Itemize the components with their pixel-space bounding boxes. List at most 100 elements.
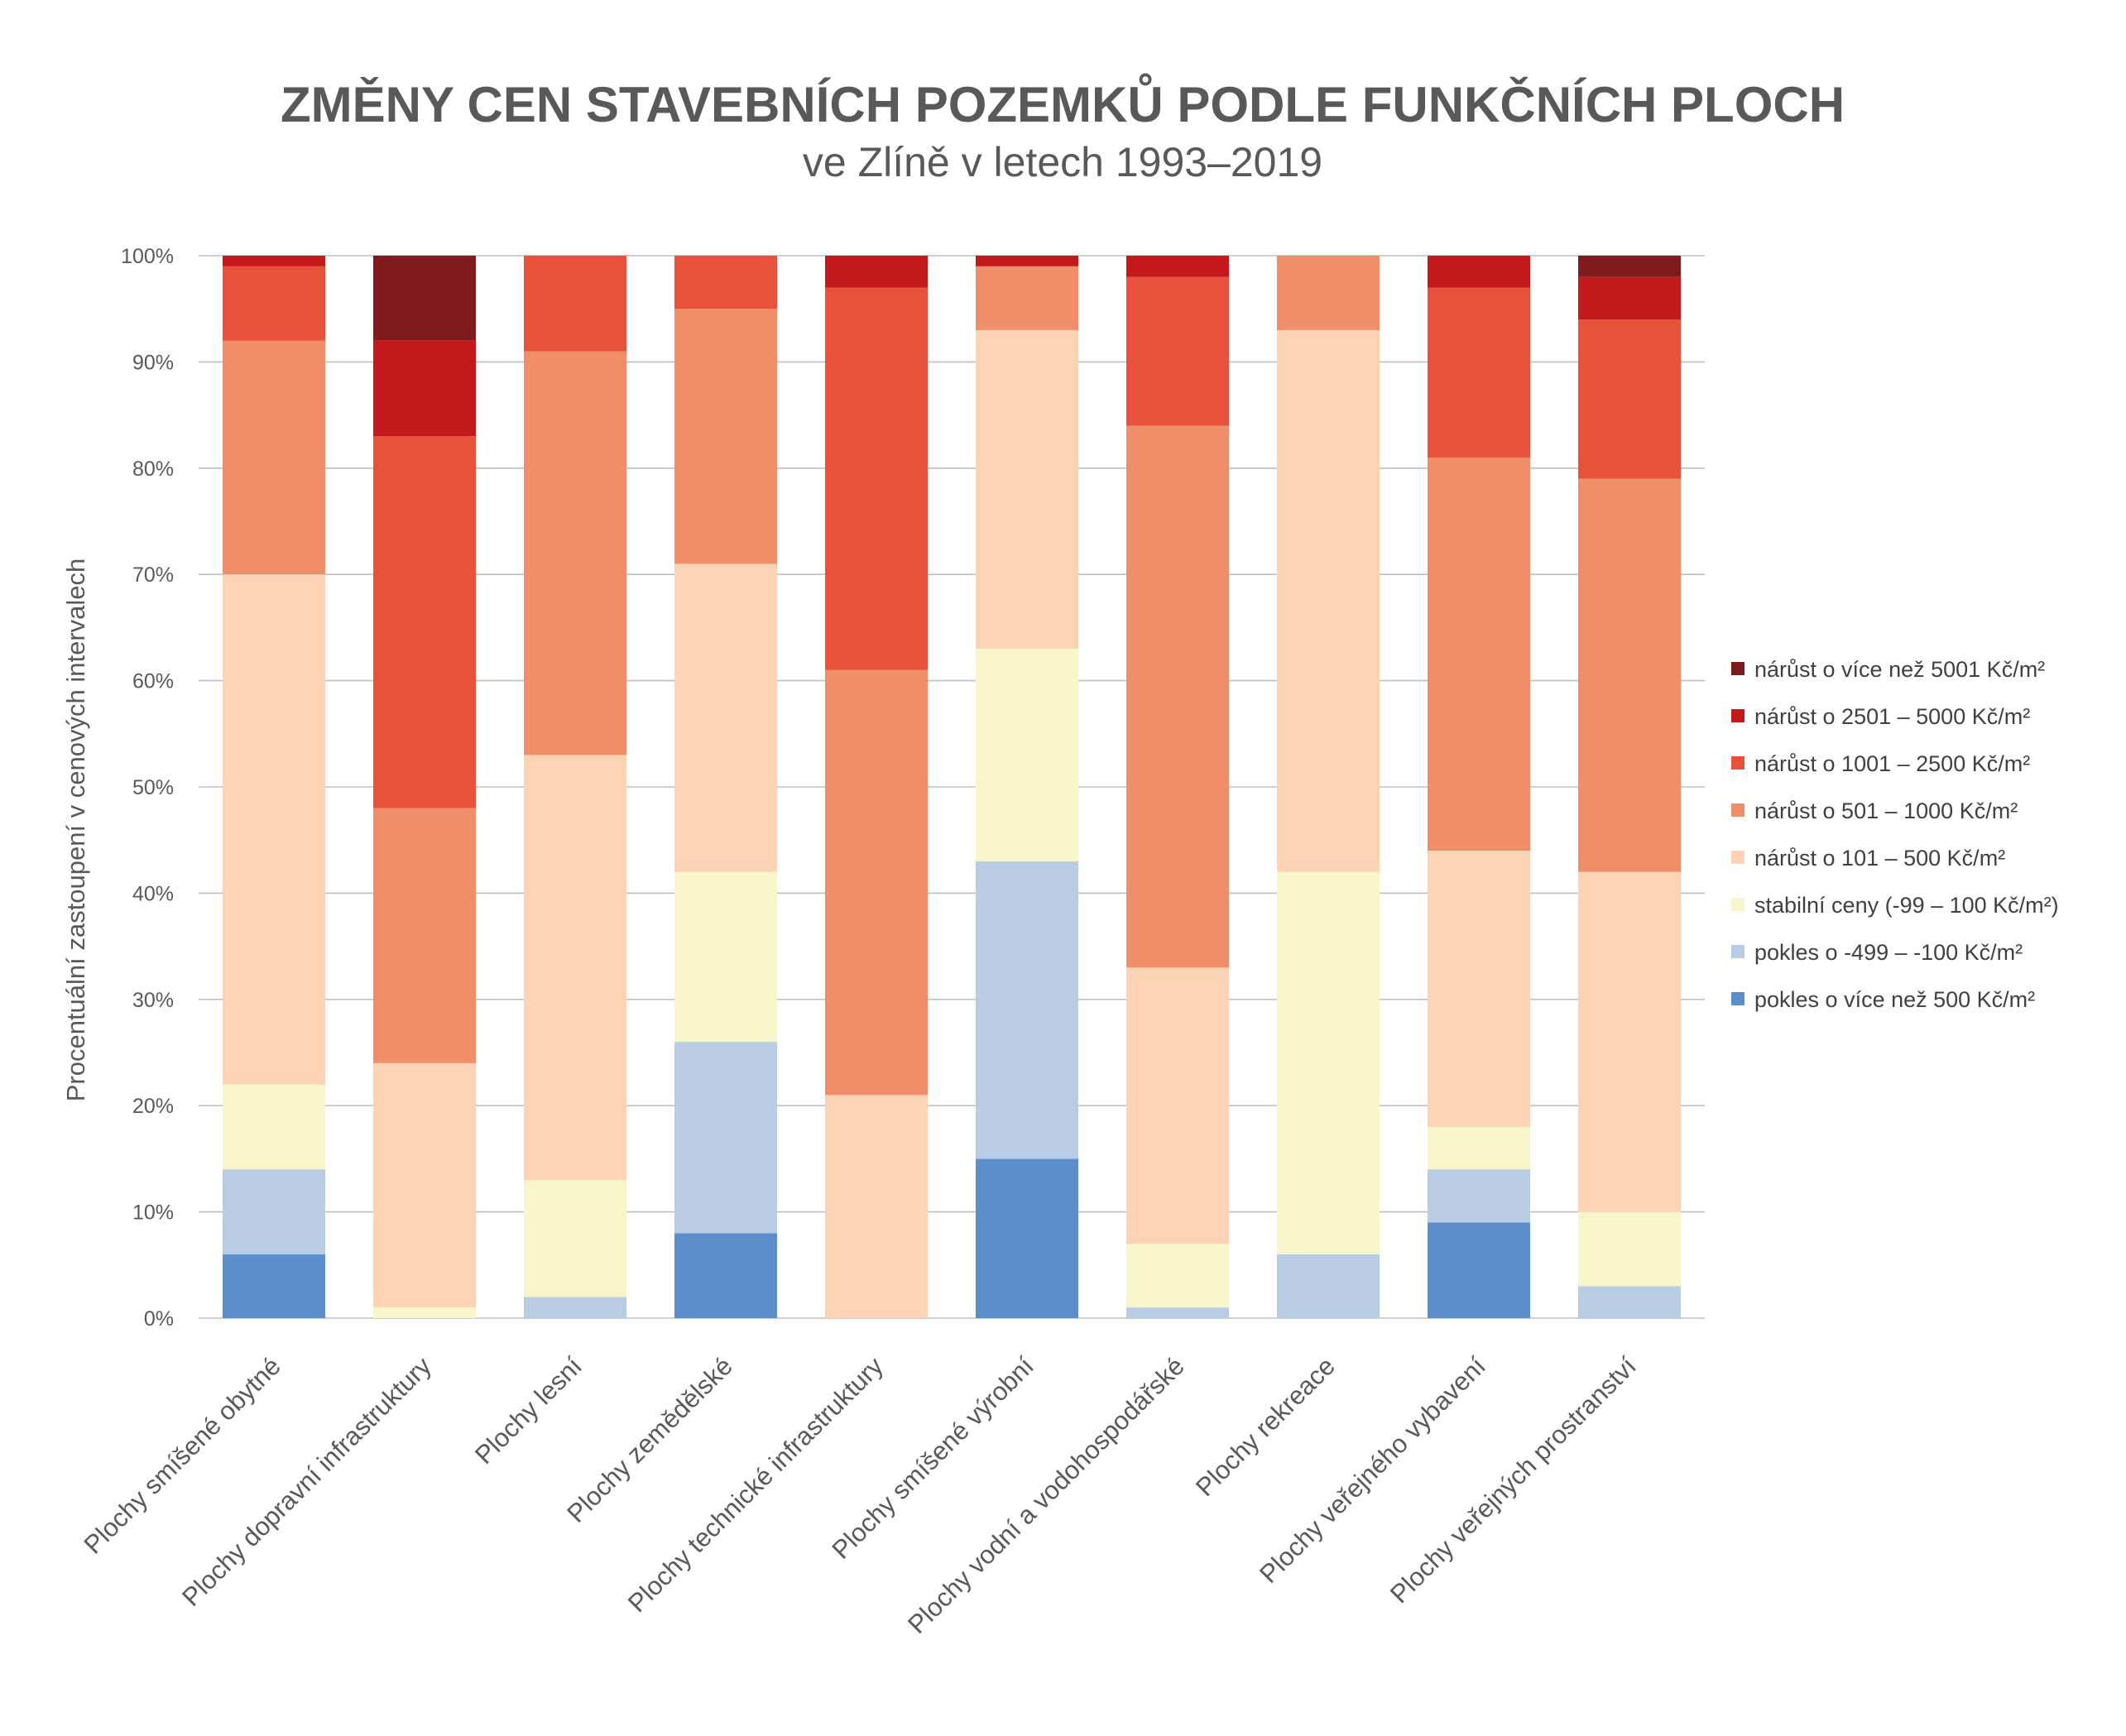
bar-segment [674, 309, 777, 564]
bar-segment [1277, 1254, 1380, 1318]
bar-segment [976, 329, 1078, 650]
bar-segment [223, 340, 325, 575]
x-category-label: Plochy veřejných prostranství [1385, 1351, 1642, 1609]
bar-segment [674, 1042, 777, 1234]
bar-segment [373, 256, 476, 341]
legend-label: nárůst o 101 – 500 Kč/m² [1754, 846, 2005, 870]
y-tick-label: 100% [121, 245, 174, 268]
bar-segment [1126, 1307, 1229, 1318]
x-category-label: Plochy vodní a vodohospodářské [902, 1351, 1190, 1639]
x-category-label: Plochy rekreace [1190, 1351, 1341, 1502]
legend-swatch [1731, 662, 1744, 675]
y-axis-title: Procentuální zastoupení v cenových inter… [61, 559, 90, 1102]
legend-label: nárůst o více než 5001 Kč/m² [1754, 657, 2045, 682]
chart-subtitle: ve Zlíně v letech 1993–2019 [803, 139, 1322, 185]
bar-segment [1578, 1211, 1681, 1287]
x-category-label: Plochy lesní [469, 1351, 588, 1470]
y-tick-label: 10% [132, 1201, 174, 1225]
legend-swatch [1731, 992, 1744, 1005]
legend-swatch [1731, 803, 1744, 817]
bar-segment [825, 669, 928, 1096]
bar-segment [373, 1307, 476, 1318]
bar-segment [1428, 287, 1530, 458]
bar-segment [223, 1254, 325, 1318]
bar-segment [1428, 256, 1530, 288]
bar-segment [1578, 276, 1681, 320]
chart-title: ZMĚNY CEN STAVEBNÍCH POZEMKŮ PODLE FUNKČ… [281, 74, 1845, 132]
bar-segment [373, 436, 476, 808]
bar-segment [1126, 967, 1229, 1244]
legend-label: nárůst o 501 – 1000 Kč/m² [1754, 798, 2018, 823]
bar-segment [1578, 319, 1681, 479]
bar-segment [223, 1169, 325, 1254]
bar-segment [1126, 276, 1229, 426]
bar-segment [976, 861, 1078, 1159]
bar-segment [1277, 871, 1380, 1254]
bar-segment [1428, 1222, 1530, 1318]
bar-segment [524, 755, 626, 1181]
bar-segment [1126, 1244, 1229, 1308]
legend-swatch [1731, 851, 1744, 864]
bar-segment [1578, 871, 1681, 1212]
bar-segment [1428, 851, 1530, 1127]
bar-segment [976, 1158, 1078, 1318]
bar-segment [223, 574, 325, 1085]
bar-segment [1277, 329, 1380, 872]
bar-segment [524, 351, 626, 755]
bar-segment [1126, 256, 1229, 277]
y-tick-label: 50% [132, 776, 174, 799]
y-tick-label: 70% [132, 563, 174, 587]
legend-swatch [1731, 945, 1744, 958]
bar-segment [674, 563, 777, 872]
bar-segment [976, 256, 1078, 266]
bars [223, 256, 1681, 1318]
bar-segment [1428, 1126, 1530, 1170]
legend-label: nárůst o 2501 – 5000 Kč/m² [1754, 704, 2030, 729]
legend-label: pokles o více než 500 Kč/m² [1754, 987, 2035, 1012]
bar-segment [674, 871, 777, 1043]
legend: nárůst o více než 5001 Kč/m² nárůst o 250… [1731, 657, 2059, 1012]
legend-swatch [1731, 756, 1744, 770]
y-tick-label: 40% [132, 882, 174, 905]
y-tick-label: 80% [132, 458, 174, 481]
bar-segment [1428, 1169, 1530, 1223]
x-category-label: Plochy technické infrastruktury [622, 1351, 889, 1618]
bar-segment [825, 256, 928, 288]
bar-segment [976, 266, 1078, 330]
bar-segment [524, 1180, 626, 1297]
bar-segment [976, 649, 1078, 861]
bar-segment [1578, 478, 1681, 872]
bar-segment [825, 1095, 928, 1318]
x-category-label: Plochy zemědělské [561, 1351, 738, 1528]
bar-segment [1578, 256, 1681, 277]
bar-segment [223, 266, 325, 341]
bar-segment [373, 340, 476, 437]
bar-segment [373, 808, 476, 1063]
x-category-label: Plochy dopravní infrastruktury [176, 1351, 437, 1612]
bar-segment [674, 1233, 777, 1318]
bar-segment [1126, 425, 1229, 968]
y-tick-label: 30% [132, 989, 174, 1012]
y-tick-label: 20% [132, 1095, 174, 1118]
legend-label: pokles o -499 – -100 Kč/m² [1754, 940, 2023, 965]
bar-segment [674, 256, 777, 309]
y-tick-label: 90% [132, 351, 174, 374]
bar-segment [223, 1084, 325, 1170]
bar-segment [1428, 457, 1530, 851]
y-tick-label: 0% [144, 1307, 174, 1331]
bar-segment [1277, 256, 1380, 330]
bar-segment [524, 1297, 626, 1318]
y-axis-ticks: 0% 10% 20% 30% 40% 50% 60% 70% 80% 90% 100% [121, 245, 174, 1331]
bar-segment [373, 1062, 476, 1308]
legend-swatch [1731, 898, 1744, 911]
bar-segment [825, 287, 928, 670]
bar-segment [524, 256, 626, 352]
bar-segment [1578, 1286, 1681, 1318]
legend-label: stabilní ceny (-99 – 100 Kč/m²) [1754, 893, 2059, 918]
legend-swatch [1731, 709, 1744, 722]
y-tick-label: 60% [132, 670, 174, 693]
legend-label: nárůst o 1001 – 2500 Kč/m² [1754, 751, 2030, 776]
bar-segment [223, 256, 325, 266]
